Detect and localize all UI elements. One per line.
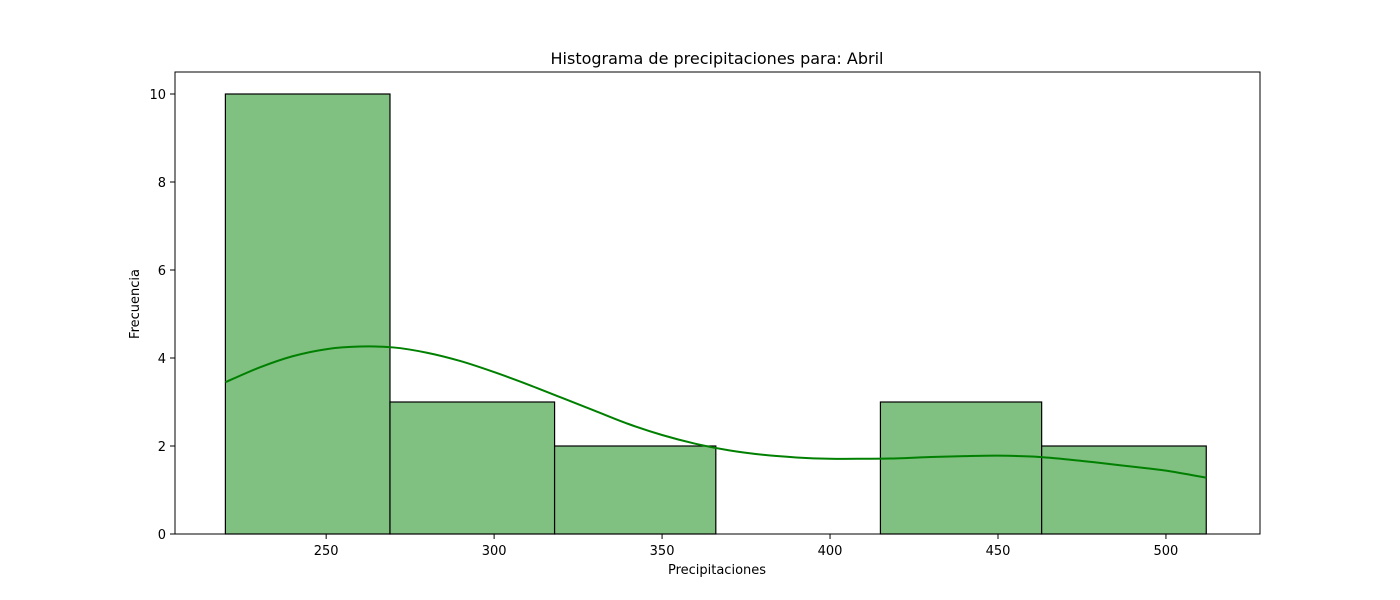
y-tick-label: 8 — [158, 176, 166, 191]
x-tick-label: 450 — [986, 544, 1011, 559]
x-axis: 250 300 350 400 450 500 — [314, 534, 1179, 559]
kde-curve — [224, 345, 1207, 479]
x-tick-label: 500 — [1154, 544, 1179, 559]
x-tick-label: 250 — [314, 544, 339, 559]
y-tick-label: 0 — [158, 528, 166, 543]
histogram-bars — [224, 93, 1207, 535]
x-axis-title: Precipitaciones — [668, 563, 766, 578]
histogram-bar — [879, 401, 1043, 535]
histogram-bar — [224, 93, 391, 535]
y-tick-label: 2 — [158, 440, 166, 455]
y-axis-title: Frecuencia — [128, 269, 143, 339]
x-tick-label: 350 — [650, 544, 675, 559]
y-tick-label: 6 — [158, 264, 166, 279]
histogram-bar — [553, 445, 717, 535]
y-tick-label: 10 — [149, 88, 166, 103]
histogram-bar — [389, 401, 556, 535]
chart-title: Histograma de precipitaciones para: Abri… — [551, 49, 884, 68]
y-tick-label: 4 — [158, 352, 166, 367]
x-tick-label: 300 — [482, 544, 507, 559]
histogram-bar — [1041, 445, 1207, 535]
plot-frame — [174, 71, 1261, 535]
y-axis: 0 2 4 6 8 10 — [149, 88, 175, 543]
x-tick-label: 400 — [818, 544, 843, 559]
